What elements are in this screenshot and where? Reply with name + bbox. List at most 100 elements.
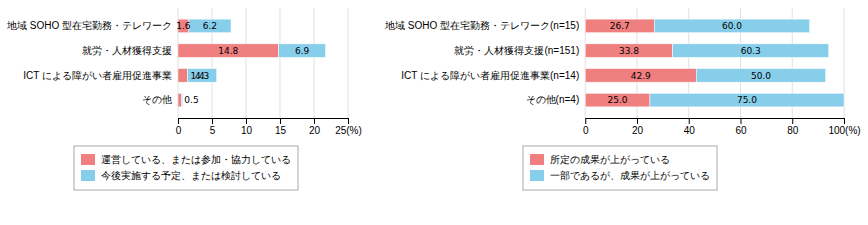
y-tick: ICT による障がい者雇用促進事業 bbox=[23, 70, 172, 81]
x-tick: 15 bbox=[275, 118, 287, 136]
bar bbox=[654, 19, 809, 33]
x-tick: 100(%) bbox=[828, 118, 860, 136]
x-axis: 0 20 40 60 80 100(%) bbox=[583, 118, 861, 136]
legend-label: 運営している、または参加・協力している bbox=[101, 154, 291, 165]
x-tick: 20 bbox=[632, 118, 644, 136]
x-tick: 80 bbox=[787, 118, 799, 136]
y-tick: その他(n=4) bbox=[526, 94, 580, 105]
legend: 所定の成果が上がっている一部であるが、成果が上がっている bbox=[523, 146, 717, 190]
bar bbox=[189, 19, 231, 33]
x-tick-label: 20 bbox=[632, 125, 644, 136]
bar bbox=[279, 44, 326, 58]
grid bbox=[178, 8, 348, 118]
x-tick: 10 bbox=[241, 118, 253, 136]
legend-item: 一部であるが、成果が上がっている bbox=[530, 170, 710, 181]
y-tick: 就労・人材獲得支援(n=151) bbox=[454, 45, 579, 56]
x-tick-mark bbox=[212, 118, 213, 124]
grid-line bbox=[279, 8, 280, 118]
data-label: 60.0 bbox=[722, 21, 742, 31]
panel: 26.733.842.925.060.060.350.075.002040608… bbox=[384, 8, 861, 190]
legend-label: 一部であるが、成果が上がっている bbox=[550, 170, 710, 181]
bars bbox=[585, 19, 844, 107]
legend-frame bbox=[523, 146, 717, 190]
bar bbox=[178, 93, 181, 107]
data-label: 60.3 bbox=[741, 46, 761, 56]
data-label: 25.0 bbox=[608, 95, 628, 105]
x-tick-mark bbox=[585, 118, 586, 124]
bar bbox=[673, 44, 829, 58]
data-label: 1.6 bbox=[176, 21, 191, 31]
y-axis: 地域 SOHO 型在宅勤務・テレワーク就労・人材獲得支援 ICT による障がい者雇… bbox=[6, 20, 172, 105]
data-label: 26.7 bbox=[610, 21, 630, 31]
bar bbox=[187, 69, 216, 83]
x-tick-label: 20 bbox=[309, 125, 321, 136]
x-tick-mark bbox=[178, 118, 179, 124]
x-tick-label: 25(%) bbox=[335, 125, 362, 136]
bar bbox=[696, 69, 825, 83]
x-tick: 60 bbox=[735, 118, 747, 136]
legend-item: 所定の成果が上がっている bbox=[530, 154, 670, 165]
x-tick-mark bbox=[844, 118, 845, 124]
legend-swatch bbox=[530, 170, 544, 181]
y-tick: 地域 SOHO 型在宅勤務・テレワーク(n=15) bbox=[384, 20, 579, 31]
bar bbox=[585, 93, 650, 107]
bar bbox=[585, 19, 654, 33]
bar bbox=[650, 93, 844, 107]
legend-label: 今後実施する予定、または検討している bbox=[101, 170, 281, 181]
data-label: 14.8 bbox=[218, 46, 238, 56]
bar bbox=[585, 69, 696, 83]
grid bbox=[585, 8, 844, 118]
x-tick-label: 0 bbox=[583, 125, 589, 136]
x-axis-line bbox=[586, 118, 845, 119]
y-tick-label: ICT による障がい者雇用促進事業(n=14) bbox=[401, 70, 579, 81]
y-axis: 地域 SOHO 型在宅勤務・テレワーク(n=15) 就労・人材獲得支援(n=151… bbox=[384, 20, 579, 105]
y-tick-label: 地域 SOHO 型在宅勤務・テレワーク bbox=[6, 20, 172, 31]
legend-label: 所定の成果が上がっている bbox=[550, 154, 670, 165]
y-tick: 地域 SOHO 型在宅勤務・テレワーク bbox=[6, 20, 172, 31]
y-tick-label: ICT による障がい者雇用促進事業 bbox=[23, 70, 172, 81]
legend-item: 今後実施する予定、または検討している bbox=[81, 170, 281, 181]
bars bbox=[178, 19, 326, 107]
bar bbox=[181, 93, 182, 107]
x-tick-label: 10 bbox=[241, 125, 253, 136]
legend-swatch bbox=[81, 154, 95, 165]
y-tick: 就労・人材獲得支援 bbox=[82, 45, 172, 56]
grid-line bbox=[245, 8, 246, 118]
data-labels: 1.614.81.40.56.26.94.3 bbox=[176, 21, 309, 105]
x-tick: 0 bbox=[176, 118, 182, 136]
y-tick-label: 就労・人材獲得支援 bbox=[82, 45, 172, 56]
legend-frame bbox=[74, 146, 298, 190]
y-tick: ICT による障がい者雇用促進事業(n=14) bbox=[401, 70, 579, 81]
data-label: 50.0 bbox=[751, 71, 771, 81]
bar bbox=[178, 69, 188, 83]
x-tick-mark bbox=[740, 118, 741, 124]
bar bbox=[178, 44, 279, 58]
legend-swatch bbox=[81, 170, 95, 181]
x-tick-mark bbox=[348, 118, 349, 124]
x-tick: 25(%) bbox=[335, 118, 362, 136]
legend-swatch bbox=[530, 154, 544, 165]
x-tick: 0 bbox=[583, 118, 589, 136]
data-label: 75.0 bbox=[737, 95, 757, 105]
panel: 1.614.81.40.56.26.94.30510152025(%)地域 SO… bbox=[6, 8, 362, 190]
x-axis: 0 5 10 15 20 25(%) bbox=[176, 118, 362, 136]
y-tick-label: その他 bbox=[142, 94, 172, 105]
x-tick-label: 80 bbox=[787, 125, 799, 136]
x-tick: 5 bbox=[210, 118, 216, 136]
x-tick-label: 40 bbox=[684, 125, 696, 136]
y-tick-label: 就労・人材獲得支援(n=151) bbox=[454, 45, 579, 56]
x-axis-line bbox=[178, 118, 348, 119]
y-tick: その他 bbox=[142, 94, 172, 105]
x-tick-mark bbox=[246, 118, 247, 124]
legend: 運営している、または参加・協力している今後実施する予定、または検討している bbox=[74, 146, 298, 190]
y-tick-label: その他(n=4) bbox=[526, 94, 580, 105]
x-tick-label: 0 bbox=[176, 125, 182, 136]
x-tick: 40 bbox=[684, 118, 696, 136]
data-label: 42.9 bbox=[631, 71, 651, 81]
grid-line bbox=[313, 8, 314, 118]
data-label: 0.5 bbox=[184, 95, 198, 105]
x-tick-label: 60 bbox=[735, 125, 747, 136]
data-label: 6.2 bbox=[203, 21, 217, 31]
x-tick-mark bbox=[637, 118, 638, 124]
x-tick-label: 5 bbox=[210, 125, 216, 136]
